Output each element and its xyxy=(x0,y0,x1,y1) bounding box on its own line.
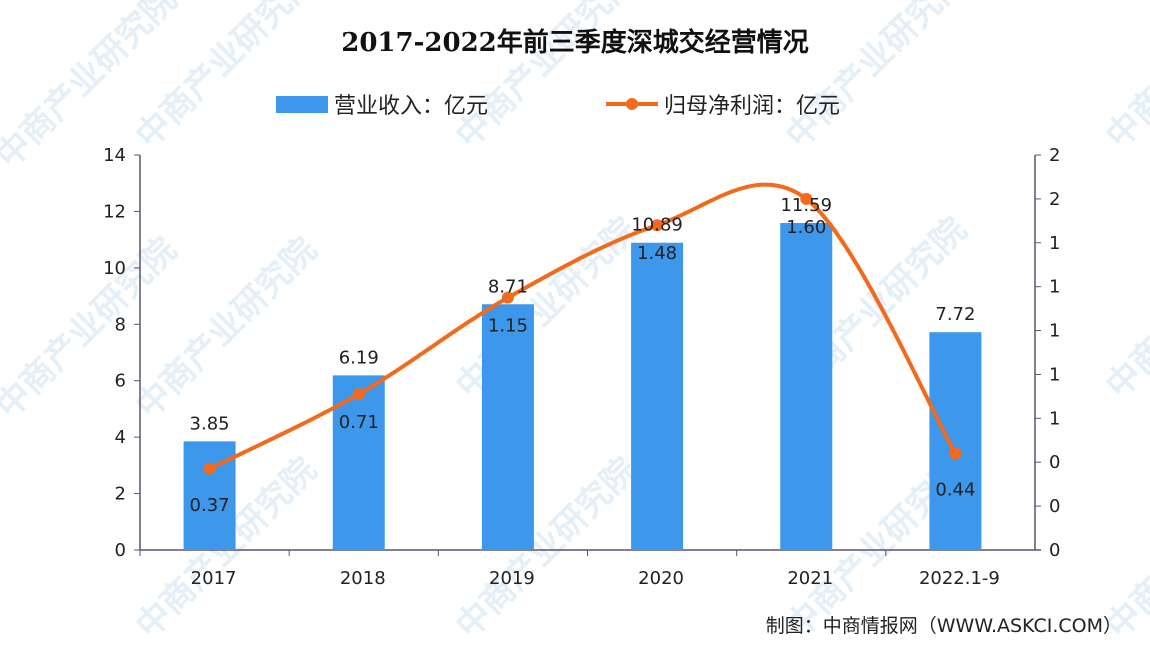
left-tick-label: 0 xyxy=(115,540,126,561)
x-tick-label: 2019 xyxy=(489,568,535,589)
line-value-label: 1.48 xyxy=(637,243,677,264)
legend-line-label: 归母净利润：亿元 xyxy=(664,94,840,119)
chart-title: 2017-2022年前三季度深城交经营情况 xyxy=(341,27,809,58)
line-value-label: 1.60 xyxy=(786,217,826,238)
right-tick-label: 2 xyxy=(1049,145,1060,166)
bar xyxy=(780,222,833,550)
right-tick-label: 0 xyxy=(1049,452,1060,473)
watermark-text: 中商产业研究院 xyxy=(448,0,645,156)
source-note: 制图：中商情报网（WWW.ASKCI.COM） xyxy=(766,615,1122,637)
right-tick-label: 1 xyxy=(1049,408,1060,429)
bar xyxy=(481,304,534,550)
bar-value-label: 8.71 xyxy=(488,276,528,297)
data-labels: 3.85 6.19 8.71 10.89 11.59 7.72 0.37 0.71 1.15 1.… xyxy=(190,195,976,516)
profit-point xyxy=(949,447,962,460)
bar-value-label: 7.72 xyxy=(935,304,975,325)
left-tick-label: 6 xyxy=(115,371,126,392)
right-tick-label: 2 xyxy=(1049,189,1060,210)
x-tick-label: 2018 xyxy=(340,568,386,589)
watermark-text: 中商产业研究院 xyxy=(448,210,645,407)
line-value-label: 0.37 xyxy=(190,495,230,516)
bar xyxy=(332,375,385,550)
bar-value-label: 11.59 xyxy=(780,195,832,216)
left-tick-label: 2 xyxy=(115,484,126,505)
line-value-label: 1.15 xyxy=(488,316,528,337)
right-tick-label: 1 xyxy=(1049,277,1060,298)
line-value-label: 0.44 xyxy=(935,479,975,500)
profit-point xyxy=(352,388,365,401)
bar-value-label: 10.89 xyxy=(631,215,683,236)
legend-bar-label: 营业收入：亿元 xyxy=(334,94,488,119)
left-tick-label: 12 xyxy=(103,201,126,222)
left-tick-label: 8 xyxy=(115,314,126,335)
legend: 营业收入：亿元 归母净利润：亿元 xyxy=(276,94,840,119)
line-value-label: 0.71 xyxy=(339,412,379,433)
bar xyxy=(929,332,982,550)
left-tick-label: 4 xyxy=(115,427,126,448)
line-series xyxy=(203,182,962,475)
bars xyxy=(183,222,982,550)
right-tick-label: 1 xyxy=(1049,233,1060,254)
bar xyxy=(631,242,684,550)
x-tick-label: 2020 xyxy=(638,568,684,589)
watermark-text: 中商产业研究院 xyxy=(1098,210,1150,407)
watermark-text: 中商产业研究院 xyxy=(778,0,975,156)
watermark-text: 中商产业研究院 xyxy=(448,450,645,647)
x-tick-label: 2017 xyxy=(191,568,237,589)
bar-value-label: 3.85 xyxy=(190,413,230,434)
legend-bar-swatch xyxy=(276,96,328,113)
profit-point xyxy=(800,192,813,205)
x-tick-label: 2021 xyxy=(787,568,833,589)
bar-value-label: 6.19 xyxy=(339,347,379,368)
profit-point xyxy=(203,462,216,475)
right-tick-label: 1 xyxy=(1049,321,1060,342)
right-tick-label: 0 xyxy=(1049,496,1060,517)
right-tick-label: 1 xyxy=(1049,364,1060,385)
x-tick-label: 2022.1-9 xyxy=(919,568,1000,589)
left-tick-label: 14 xyxy=(103,145,126,166)
legend-line-marker xyxy=(626,98,638,110)
profit-point xyxy=(501,291,514,304)
watermark-text: 中商产业研究院 xyxy=(1098,0,1150,156)
profit-point xyxy=(651,219,664,232)
left-tick-label: 10 xyxy=(103,258,126,279)
right-tick-label: 0 xyxy=(1049,540,1060,561)
